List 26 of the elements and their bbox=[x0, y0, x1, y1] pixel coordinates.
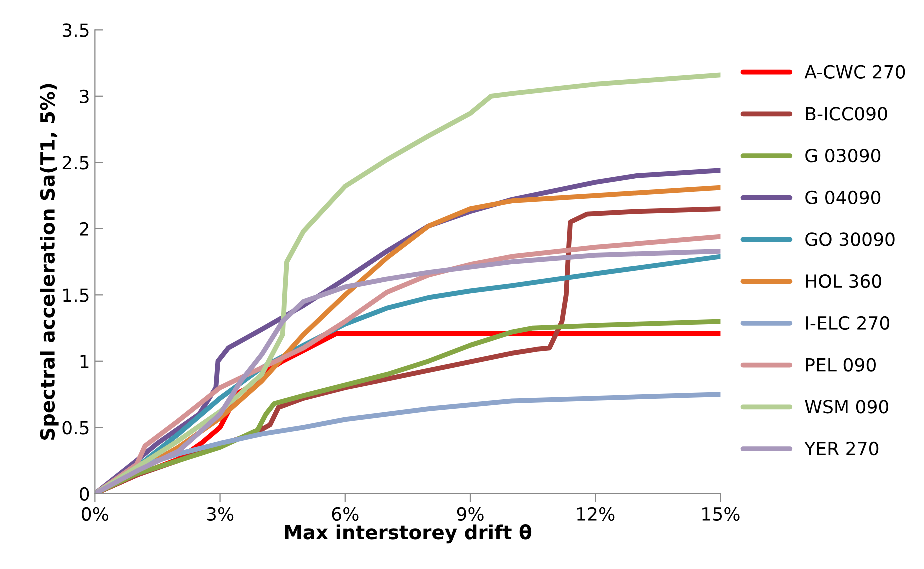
x-tick-label: 12% bbox=[578, 507, 615, 522]
legend-label: G 03090 bbox=[806, 148, 881, 163]
y-tick-label: 0 bbox=[80, 487, 90, 502]
y-tick-label: 1.5 bbox=[64, 288, 89, 302]
legend-label: PEL 090 bbox=[806, 358, 876, 372]
y-tick-label: 1 bbox=[80, 355, 89, 368]
x-tick-label: 6% bbox=[332, 507, 359, 522]
legend-label: GO 30090 bbox=[806, 232, 895, 246]
legend-label: B-ICC090 bbox=[806, 107, 888, 121]
x-tick-label: 9% bbox=[457, 507, 484, 522]
x-axis-title: Max interstorey drift θ bbox=[285, 524, 532, 544]
legend-label: WSM 090 bbox=[805, 400, 889, 414]
legend-label: A-CWC 270 bbox=[804, 65, 906, 79]
y-tick-label: 3.5 bbox=[62, 24, 89, 38]
y-tick-label: 0.5 bbox=[62, 421, 89, 435]
y-tick-label: 2.5 bbox=[62, 156, 89, 170]
legend-label: HOL 360 bbox=[806, 274, 882, 288]
y-tick-label: 3 bbox=[80, 90, 89, 104]
legend-label: I-ELC 270 bbox=[806, 316, 890, 330]
x-tick-label: 0% bbox=[82, 507, 108, 522]
legend-label: YER 270 bbox=[804, 442, 879, 456]
legend-label: G 04090 bbox=[806, 190, 881, 204]
y-tick-label: 2 bbox=[80, 222, 89, 236]
x-tick-label: 15% bbox=[702, 507, 740, 522]
y-axis-title: Spectral acceleration Sa(T1, 5%) bbox=[40, 84, 59, 440]
x-tick-label: 3% bbox=[207, 507, 234, 522]
